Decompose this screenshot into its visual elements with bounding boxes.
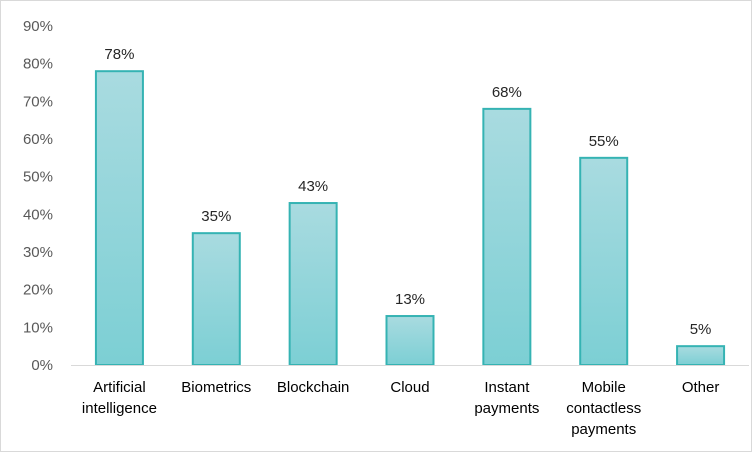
y-tick-label: 0% <box>31 357 53 374</box>
data-label: 13% <box>395 291 425 308</box>
bar <box>579 156 629 366</box>
y-tick-label: 70% <box>23 93 53 110</box>
x-category-label: Mobile contactless payments <box>566 379 641 438</box>
y-tick-label: 20% <box>23 282 53 299</box>
y-tick-label: 40% <box>23 206 53 223</box>
y-tick-label: 30% <box>23 244 53 261</box>
bar-series <box>94 70 726 366</box>
data-label: 35% <box>201 208 231 225</box>
data-label: 78% <box>104 46 134 63</box>
x-category-label: Other <box>682 379 720 396</box>
x-category-label: Blockchain <box>277 379 350 396</box>
data-label: 43% <box>298 178 328 195</box>
bar <box>385 315 435 366</box>
x-axis: Artificial intelligence Biometrics Blockcha… <box>71 365 749 438</box>
y-axis: 0% 10% 20% 30% 40% 50% 60% 70% 80% 90% <box>23 18 53 374</box>
bar <box>94 70 144 366</box>
y-tick-label: 50% <box>23 169 53 186</box>
bar <box>676 345 726 366</box>
bar <box>482 107 532 366</box>
x-category-label: Artificial intelligence <box>82 379 157 417</box>
data-label: 55% <box>589 133 619 150</box>
data-label: 5% <box>690 321 712 338</box>
bar <box>191 232 241 366</box>
y-tick-label: 60% <box>23 131 53 148</box>
x-category-label: Biometrics <box>181 379 251 396</box>
bar <box>288 202 338 366</box>
x-category-label: Cloud <box>390 379 429 396</box>
data-label: 68% <box>492 84 522 101</box>
y-tick-label: 90% <box>23 18 53 35</box>
x-category-label: Instant payments <box>474 379 539 417</box>
y-tick-label: 10% <box>23 319 53 336</box>
data-labels: 78% 35% 43% 13% 68% 55% 5% <box>104 46 711 338</box>
y-tick-label: 80% <box>23 56 53 73</box>
